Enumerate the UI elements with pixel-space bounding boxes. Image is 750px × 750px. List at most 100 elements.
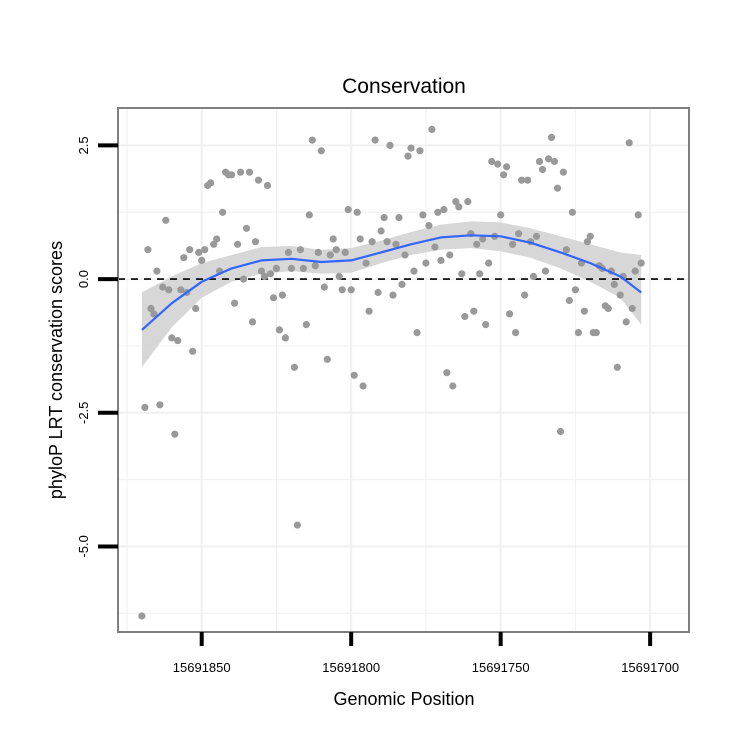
data-point	[228, 171, 236, 179]
data-point	[141, 403, 149, 411]
data-point	[165, 286, 173, 294]
data-point	[201, 246, 209, 254]
y-tick-label: -5.0	[76, 535, 91, 557]
data-point	[583, 238, 592, 246]
data-point	[284, 248, 292, 256]
data-point	[473, 240, 481, 248]
data-point	[231, 299, 239, 307]
data-point	[153, 267, 161, 275]
data-point	[356, 235, 364, 243]
data-point	[413, 329, 421, 337]
data-point	[547, 133, 556, 141]
data-point	[219, 208, 227, 216]
data-point	[186, 246, 194, 254]
data-point	[535, 157, 544, 166]
data-point	[344, 206, 352, 214]
data-point	[410, 267, 418, 275]
data-point	[479, 235, 487, 243]
data-point	[386, 141, 394, 149]
data-point	[353, 208, 361, 216]
data-point	[541, 267, 550, 275]
y-tick-label: -2.5	[76, 402, 91, 424]
data-point	[574, 329, 583, 337]
data-point	[532, 232, 541, 240]
data-point	[425, 222, 433, 230]
data-point	[359, 382, 367, 390]
data-point	[592, 329, 600, 337]
data-point	[625, 139, 633, 147]
data-point	[341, 248, 349, 256]
data-point	[443, 369, 451, 377]
data-point	[383, 238, 391, 246]
data-point	[521, 291, 529, 299]
chart-title: Conservation	[342, 75, 466, 98]
data-point	[497, 211, 505, 219]
data-point	[565, 296, 574, 305]
data-point	[150, 310, 158, 318]
data-point	[616, 291, 624, 299]
data-point	[631, 267, 639, 275]
data-point	[213, 235, 221, 243]
data-point	[398, 280, 406, 288]
data-point	[180, 254, 188, 262]
data-point	[518, 176, 526, 184]
data-point	[452, 198, 460, 206]
data-point	[335, 272, 343, 280]
data-point	[234, 240, 242, 248]
data-point	[260, 272, 269, 280]
data-point	[299, 264, 307, 272]
data-point	[240, 275, 248, 283]
data-point	[464, 198, 472, 206]
data-point	[586, 232, 594, 240]
data-point	[168, 334, 176, 342]
x-tick-label: 15691700	[621, 660, 679, 675]
data-point	[329, 235, 337, 243]
data-point	[604, 304, 612, 313]
data-point	[350, 371, 358, 379]
data-point	[529, 272, 538, 280]
data-point	[553, 184, 562, 192]
data-point	[347, 286, 355, 294]
data-point	[323, 355, 331, 363]
data-point	[362, 259, 370, 267]
data-point	[392, 240, 400, 248]
data-point	[332, 246, 340, 254]
y-axis: 2.5 0.0 -2.5 -5.0	[76, 136, 118, 558]
data-point	[416, 147, 424, 155]
data-point	[440, 206, 448, 214]
data-point	[254, 176, 263, 184]
data-point	[550, 157, 559, 166]
data-point	[311, 262, 319, 270]
data-point	[404, 152, 412, 160]
data-point	[171, 430, 179, 438]
data-point	[195, 248, 203, 256]
data-point	[263, 181, 272, 190]
data-point	[365, 307, 373, 315]
data-point	[470, 307, 478, 315]
data-point	[207, 179, 215, 187]
data-point	[476, 270, 484, 278]
data-point	[431, 243, 439, 251]
data-point	[275, 326, 283, 334]
data-point	[144, 246, 152, 254]
data-point	[302, 321, 310, 329]
data-point	[538, 165, 547, 174]
data-point	[488, 157, 496, 166]
y-tick-label: 2.5	[76, 136, 91, 154]
data-point	[458, 270, 466, 278]
data-point	[147, 304, 155, 313]
data-point	[174, 337, 182, 345]
data-point	[210, 240, 218, 248]
x-tick-label: 15691750	[472, 660, 530, 675]
data-point	[177, 286, 185, 294]
data-point	[482, 321, 490, 329]
data-point	[156, 401, 164, 409]
data-point	[571, 286, 580, 294]
data-point	[242, 224, 251, 232]
data-point	[287, 264, 295, 272]
data-point	[138, 612, 146, 620]
data-point	[272, 264, 280, 272]
data-point	[338, 286, 346, 294]
smooth-line	[141, 234, 642, 331]
data-point	[257, 267, 266, 275]
